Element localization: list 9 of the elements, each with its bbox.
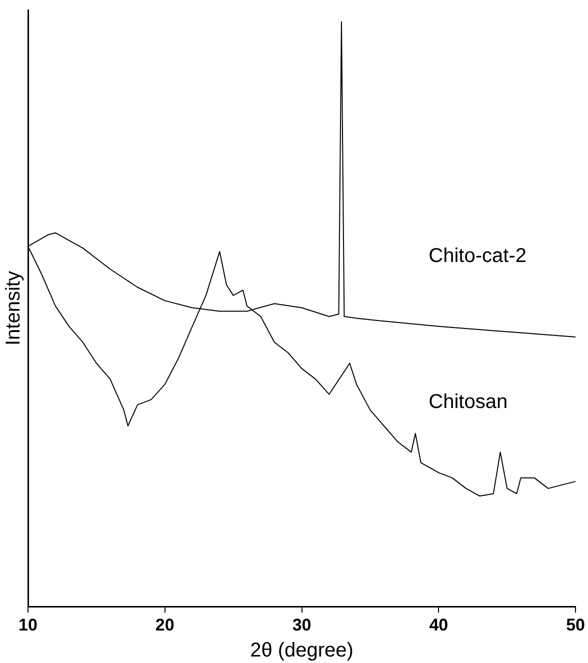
y-axis-title: Intensity [2,271,25,346]
x-tick-label: 30 [292,615,312,634]
text: Chito-cat-2 [428,244,526,267]
x-axis-title: 2θ (degree) [250,640,354,662]
x-tick-label: 40 [429,615,448,634]
x-tick-label: 20 [155,615,174,634]
x-tick-label: 50 [566,615,586,634]
series-label: Chitosan [428,391,508,414]
x-tick-label: 10 [18,615,38,634]
